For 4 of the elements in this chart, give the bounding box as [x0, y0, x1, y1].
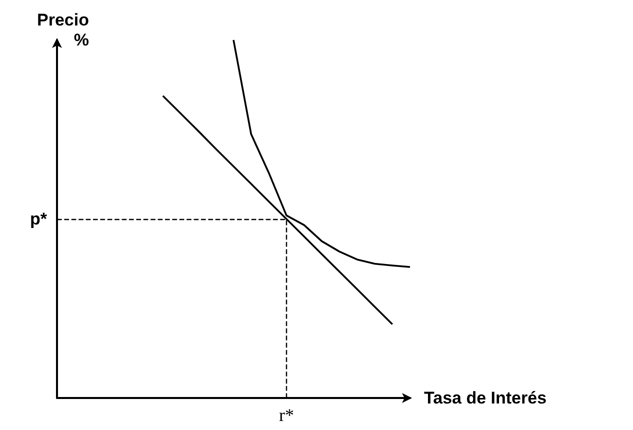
text: r* [278, 405, 294, 425]
x-axis-title: Tasa de Interés [424, 388, 547, 408]
ref-line-label: p* [30, 210, 48, 228]
y-axis-title: Precio % [37, 10, 89, 50]
